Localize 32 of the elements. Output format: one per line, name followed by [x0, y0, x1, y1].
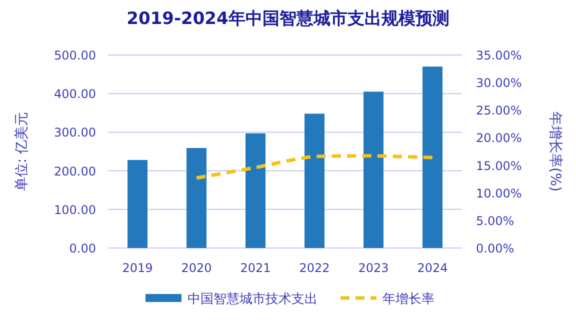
bar: [304, 114, 324, 248]
y2-tick-label: 20.00%: [476, 131, 522, 146]
chart-title: 2019-2024年中国智慧城市支出规模预测: [126, 9, 450, 29]
bar: [128, 160, 148, 248]
y-tick-label: 300.00: [54, 126, 96, 140]
x-tick-label: 2024: [417, 261, 448, 275]
line-series: [194, 154, 434, 180]
bar: [246, 133, 266, 248]
y-tick-label: 400.00: [54, 87, 96, 102]
x-tick-label: 2019: [122, 261, 153, 275]
y2-tick-label: 10.00%: [476, 186, 522, 200]
y2-tick-label: 15.00%: [476, 158, 522, 173]
y-tick-label: 500.00: [54, 48, 96, 62]
legend-label: 年增长率: [382, 291, 434, 307]
x-tick-label: 2022: [299, 261, 330, 275]
legend-label: 中国智慧城市技术支出: [188, 292, 318, 307]
y-tick-label: 200.00: [54, 164, 96, 178]
y2-tick-label: 5.00%: [476, 214, 514, 228]
bar: [422, 66, 442, 248]
y-axis-title: 单位: 亿美元: [14, 112, 30, 192]
x-tick-label: 2020: [181, 261, 212, 275]
y2-tick-label: 25.00%: [476, 104, 522, 118]
x-tick-label: 2021: [240, 261, 271, 275]
y2-tick-label: 0.00%: [476, 242, 514, 256]
y2-tick-label: 35.00%: [476, 48, 522, 62]
x-tick-label: 2023: [358, 261, 389, 275]
y-tick-label: 0.00: [69, 242, 96, 256]
bar: [186, 148, 206, 248]
y2-tick-label: 30.00%: [476, 76, 522, 90]
y-tick-label: 100.00: [54, 202, 96, 217]
bar: [364, 92, 384, 248]
y2-axis-title: 年增长率(%): [547, 111, 563, 192]
